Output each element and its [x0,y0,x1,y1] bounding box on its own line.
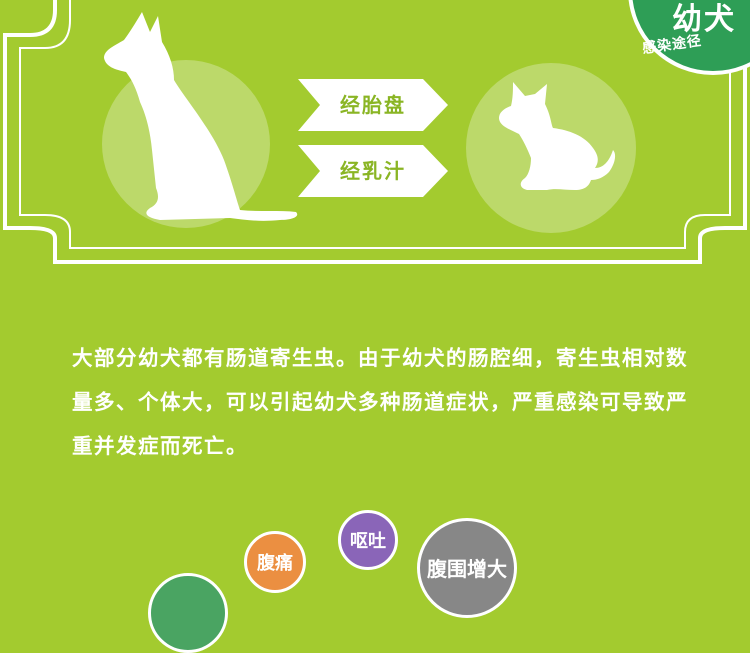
symptom-abdominal-enlargement: 腹围增大 [417,518,517,618]
symptom-vomiting: 呕吐 [338,510,398,570]
route-milk-arrow: 经乳汁 [298,145,448,197]
puppy-icon [495,78,620,196]
route-placenta-arrow: 经胎盘 [298,79,448,131]
route-placenta-label: 经胎盘 [298,79,448,131]
adult-dog-icon [100,10,305,225]
infection-route-badge: 幼犬 感染途径 [620,0,750,80]
route-milk-label: 经乳汁 [298,145,448,197]
symptom-bubble-partial [148,573,228,653]
description-text: 大部分幼犬都有肠道寄生虫。由于幼犬的肠腔细，寄生虫相对数量多、个体大，可以引起幼… [72,336,692,468]
symptom-abdominal-pain: 腹痛 [244,531,306,593]
